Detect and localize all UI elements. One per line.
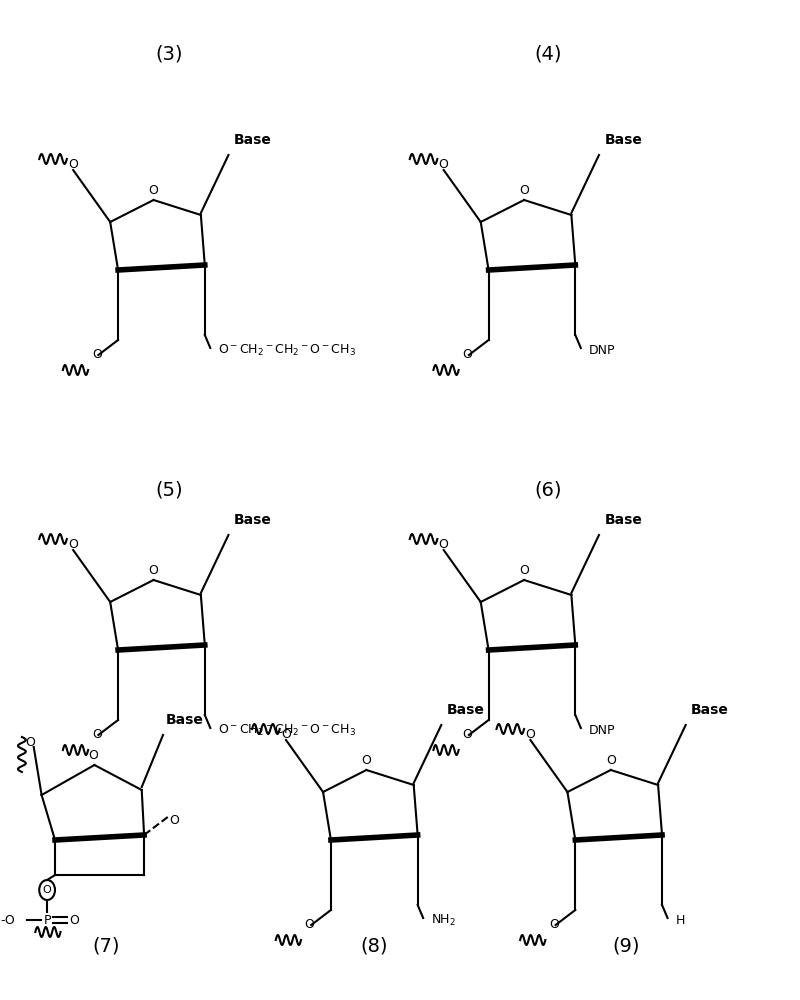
Text: O: O [305,918,314,930]
Text: O: O [519,564,529,577]
Text: Base: Base [234,513,272,527]
Text: O: O [68,538,78,552]
Text: O: O [462,728,472,740]
Text: O: O [526,728,535,742]
Text: (9): (9) [613,936,640,955]
Text: O: O [149,564,158,577]
Text: Base: Base [605,513,642,527]
Text: O: O [42,885,51,895]
Text: O: O [462,348,472,361]
Text: O: O [549,918,559,930]
Text: H: H [675,914,685,926]
Text: O$^-$CH$_2$$^-$CH$_2$$^-$O$^-$CH$_3$: O$^-$CH$_2$$^-$CH$_2$$^-$O$^-$CH$_3$ [218,342,356,358]
Text: DNP: DNP [589,344,615,357]
Text: O: O [149,184,158,197]
Text: Base: Base [447,703,485,717]
Text: (6): (6) [534,480,562,499]
Text: (7): (7) [93,936,120,955]
Text: P: P [43,914,51,926]
Text: O: O [69,914,79,926]
Text: O: O [88,749,98,762]
Text: Base: Base [605,133,642,147]
Text: O: O [362,754,371,767]
Text: O: O [519,184,529,197]
Text: O: O [281,728,291,742]
Text: Base: Base [166,713,203,727]
Text: O: O [68,158,78,171]
Text: O: O [92,728,102,740]
Text: (3): (3) [155,45,183,64]
Text: O: O [438,538,449,552]
Text: O$^-$CH$_2$$^-$CH$_2$$^-$O$^-$CH$_3$: O$^-$CH$_2$$^-$CH$_2$$^-$O$^-$CH$_3$ [218,722,356,738]
Text: O: O [92,348,102,361]
Text: NH$_2$: NH$_2$ [431,912,456,928]
Text: O: O [606,754,616,767]
Text: (5): (5) [155,480,183,499]
Text: -O: -O [1,914,15,926]
Text: O: O [170,814,179,826]
Text: O: O [25,736,34,748]
Text: Base: Base [234,133,272,147]
Text: (8): (8) [361,936,388,955]
Text: DNP: DNP [589,724,615,736]
Text: O: O [438,158,449,171]
Text: Base: Base [691,703,729,717]
Text: (4): (4) [534,45,562,64]
